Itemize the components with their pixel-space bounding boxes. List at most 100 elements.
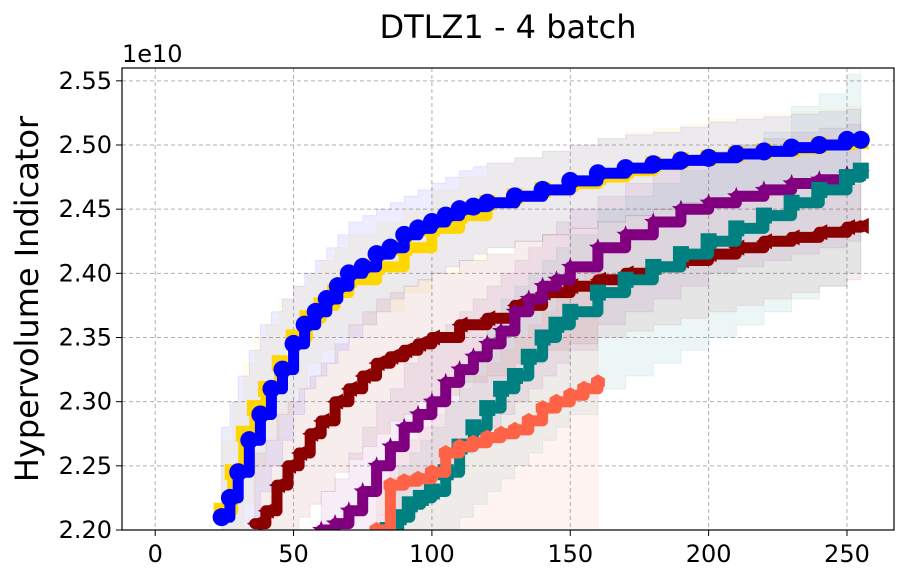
point-tomato	[494, 425, 508, 442]
point-blue	[251, 405, 270, 424]
point-purple	[671, 199, 691, 217]
point-purple	[519, 289, 538, 307]
point-purple	[810, 170, 829, 188]
point-purple	[533, 276, 552, 294]
point-darkred	[783, 229, 800, 246]
y-tick-label: 2.35	[59, 324, 112, 352]
axis-ticks: 0 50 100 150 200 250 2.20 2.25 2.30 2.35 2.40 2.45 2…	[59, 67, 870, 568]
point-purple	[408, 404, 428, 423]
point-darkred	[589, 271, 606, 288]
point-blue	[328, 277, 347, 296]
point-purple	[727, 186, 746, 205]
point-blue	[284, 334, 303, 353]
point-purple	[422, 392, 441, 410]
series-teal	[379, 162, 869, 530]
point-teal	[728, 220, 745, 237]
point-darkred	[382, 348, 399, 365]
point-purple	[353, 481, 372, 500]
point-darkred	[479, 310, 496, 327]
point-tomato	[383, 477, 398, 494]
point-teal	[465, 419, 482, 436]
point-darkred	[340, 380, 357, 397]
point-teal	[645, 258, 662, 275]
point-darkred	[396, 342, 413, 359]
point-purple	[367, 456, 386, 474]
point-darkred	[755, 233, 772, 250]
point-teal	[589, 284, 606, 301]
y-axis-label: Hypervolume Indicator	[8, 115, 46, 482]
point-blue	[212, 508, 231, 527]
point-teal	[479, 400, 496, 417]
point-tomato	[521, 412, 536, 429]
point-teal	[506, 368, 523, 384]
point-purple	[561, 257, 580, 275]
point-blue	[450, 200, 469, 219]
point-blue	[588, 164, 607, 183]
point-darkred	[246, 515, 263, 530]
point-purple	[312, 520, 331, 530]
point-blue	[353, 257, 372, 276]
point-blue	[422, 213, 441, 231]
point-darkred	[811, 224, 828, 241]
point-darkred	[838, 219, 855, 236]
point-tomato	[452, 438, 467, 455]
point-purple	[381, 437, 400, 455]
point-blue	[561, 171, 580, 190]
point-tomato	[466, 434, 481, 451]
point-purple	[492, 321, 511, 339]
point-purple	[325, 514, 345, 530]
point-blue	[317, 290, 336, 308]
series-tomato	[369, 374, 605, 530]
point-teal	[838, 169, 855, 186]
point-blue	[409, 219, 428, 238]
point-darkred	[268, 477, 285, 494]
point-teal	[783, 194, 800, 211]
point-darkred	[302, 425, 319, 442]
point-teal	[520, 348, 537, 365]
point-purple	[588, 238, 608, 256]
point-darkred	[368, 355, 385, 372]
y-tick-label: 2.45	[59, 195, 112, 223]
point-blue	[837, 130, 856, 149]
point-tomato	[549, 393, 564, 410]
point-purple	[782, 173, 801, 192]
series-blue	[212, 130, 870, 527]
point-darkred	[354, 368, 371, 384]
point-blue	[505, 187, 524, 206]
point-tomato	[508, 421, 522, 438]
point-purple	[395, 417, 414, 436]
point-purple	[450, 360, 469, 378]
point-blue	[262, 379, 281, 398]
point-tomato	[480, 429, 495, 446]
x-tick-label: 200	[686, 540, 732, 568]
point-darkred	[451, 316, 468, 333]
point-darkred	[291, 445, 308, 461]
point-tomato	[438, 445, 453, 461]
point-purple	[754, 180, 774, 198]
y-tick-label: 2.50	[59, 131, 112, 159]
point-tomato	[397, 473, 412, 490]
point-tomato	[369, 522, 384, 530]
point-blue	[810, 136, 829, 154]
point-darkred	[410, 335, 427, 352]
point-blue	[464, 197, 483, 216]
point-darkred	[423, 329, 440, 346]
point-blue	[616, 159, 635, 178]
y-tick-label: 2.55	[59, 67, 112, 95]
point-tomato	[411, 470, 425, 487]
point-blue	[478, 193, 497, 212]
point-teal	[493, 380, 510, 397]
x-tick-label: 250	[824, 540, 870, 568]
point-tomato	[535, 400, 550, 417]
point-purple	[478, 334, 497, 352]
point-teal	[534, 329, 551, 346]
line-purple	[315, 167, 867, 530]
point-blue	[699, 148, 718, 167]
point-blue	[220, 488, 239, 507]
series-darkred	[246, 217, 869, 530]
x-tick-label: 150	[547, 540, 593, 568]
y-tick-label: 2.30	[59, 388, 112, 416]
point-teal	[617, 271, 634, 288]
point-blue	[754, 142, 773, 161]
point-tomato	[563, 387, 578, 404]
